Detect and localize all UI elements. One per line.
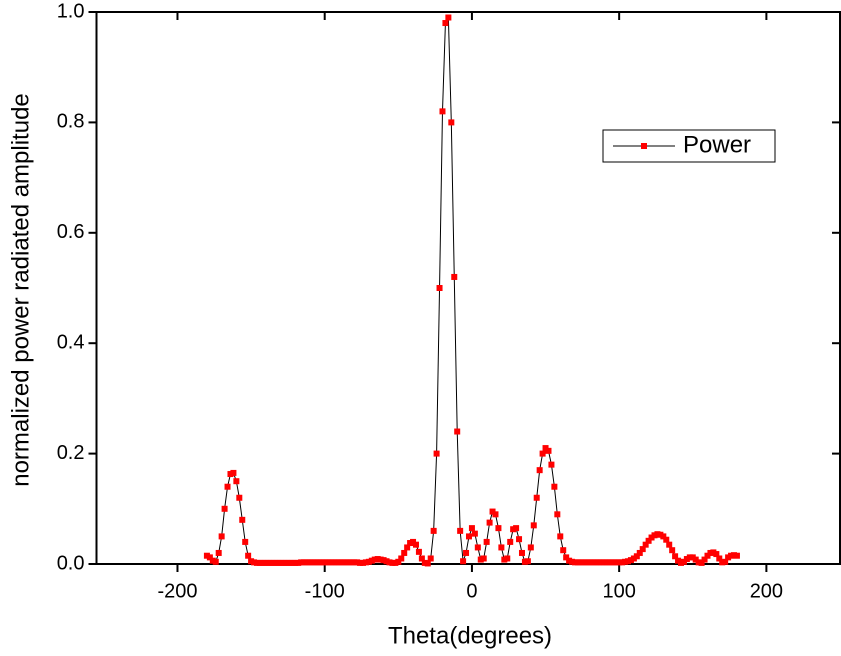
data-point xyxy=(436,285,443,291)
y-tick-label: 0.0 xyxy=(57,552,85,574)
data-point xyxy=(448,119,455,126)
data-point xyxy=(701,556,708,563)
legend-label: Power xyxy=(683,131,751,158)
data-point xyxy=(486,519,493,526)
data-point xyxy=(442,20,449,27)
data-point xyxy=(236,494,243,501)
x-tick-label: 0 xyxy=(466,580,477,602)
data-point xyxy=(548,461,555,468)
data-point xyxy=(465,533,472,540)
data-point xyxy=(427,555,434,562)
data-point xyxy=(412,541,419,548)
data-point xyxy=(468,525,475,532)
x-tick-label: 100 xyxy=(602,580,635,602)
data-point xyxy=(672,553,679,560)
data-point xyxy=(666,541,673,548)
data-point xyxy=(230,469,237,476)
data-point xyxy=(518,549,525,556)
data-point xyxy=(212,558,219,565)
data-point xyxy=(513,525,520,532)
y-tick-label: 0.4 xyxy=(57,331,85,353)
data-point xyxy=(245,552,252,559)
data-point xyxy=(224,483,231,490)
data-point xyxy=(557,533,564,540)
data-point xyxy=(536,467,543,474)
data-point xyxy=(495,525,502,532)
data-point xyxy=(507,538,514,545)
data-point xyxy=(474,544,481,551)
data-point xyxy=(539,450,546,457)
data-point xyxy=(524,558,531,565)
data-point xyxy=(457,527,464,534)
y-axis-title: normalized power radiated amplitude xyxy=(7,93,34,487)
data-point xyxy=(633,553,640,560)
x-axis-title: Theta(degrees) xyxy=(388,622,552,649)
data-point xyxy=(504,555,511,562)
data-point xyxy=(483,538,490,545)
y-tick-label: 0.6 xyxy=(57,221,85,243)
data-point xyxy=(660,533,667,540)
data-point xyxy=(233,478,240,485)
data-point xyxy=(401,549,408,556)
data-point xyxy=(445,14,452,21)
plot-frame xyxy=(95,11,841,565)
data-point xyxy=(554,511,561,518)
data-point xyxy=(642,541,649,548)
data-point xyxy=(430,527,437,534)
data-point xyxy=(404,544,411,551)
data-point xyxy=(451,273,458,280)
x-tick-label: 200 xyxy=(750,580,783,602)
data-point xyxy=(663,536,670,543)
y-tick-label: 0.2 xyxy=(57,442,85,464)
x-tick-label: -100 xyxy=(305,580,345,602)
data-point xyxy=(733,552,740,559)
data-point xyxy=(669,547,676,554)
data-point xyxy=(215,549,222,556)
data-point xyxy=(480,555,487,562)
data-point xyxy=(206,554,213,561)
data-point xyxy=(492,511,499,518)
data-point xyxy=(530,522,537,529)
data-point xyxy=(239,516,246,523)
data-point xyxy=(527,544,534,551)
x-tick-label: -200 xyxy=(157,580,197,602)
data-point xyxy=(460,558,467,565)
data-point xyxy=(398,555,405,562)
data-point xyxy=(516,536,523,543)
data-point xyxy=(636,549,643,556)
data-point xyxy=(560,547,567,554)
y-tick-label: 1.0 xyxy=(57,0,85,22)
data-point xyxy=(463,549,470,556)
data-point xyxy=(433,450,440,457)
y-tick-label: 0.8 xyxy=(57,111,85,133)
data-point xyxy=(395,558,402,565)
data-point xyxy=(639,546,646,553)
data-point xyxy=(533,494,540,501)
data-point xyxy=(563,554,570,561)
data-point xyxy=(722,558,729,565)
data-point xyxy=(551,483,558,490)
data-point xyxy=(645,537,652,544)
data-point xyxy=(242,538,249,545)
data-point xyxy=(439,108,446,115)
data-point xyxy=(716,555,723,562)
data-point xyxy=(415,548,422,555)
data-point xyxy=(418,555,425,562)
data-point xyxy=(218,533,225,540)
data-point xyxy=(454,428,461,435)
data-point xyxy=(498,544,505,551)
data-point xyxy=(471,530,478,537)
data-point xyxy=(698,559,705,566)
data-point xyxy=(713,551,720,558)
data-point xyxy=(424,560,431,567)
legend-marker xyxy=(641,143,647,149)
data-point xyxy=(221,505,228,512)
data-point xyxy=(545,447,552,454)
